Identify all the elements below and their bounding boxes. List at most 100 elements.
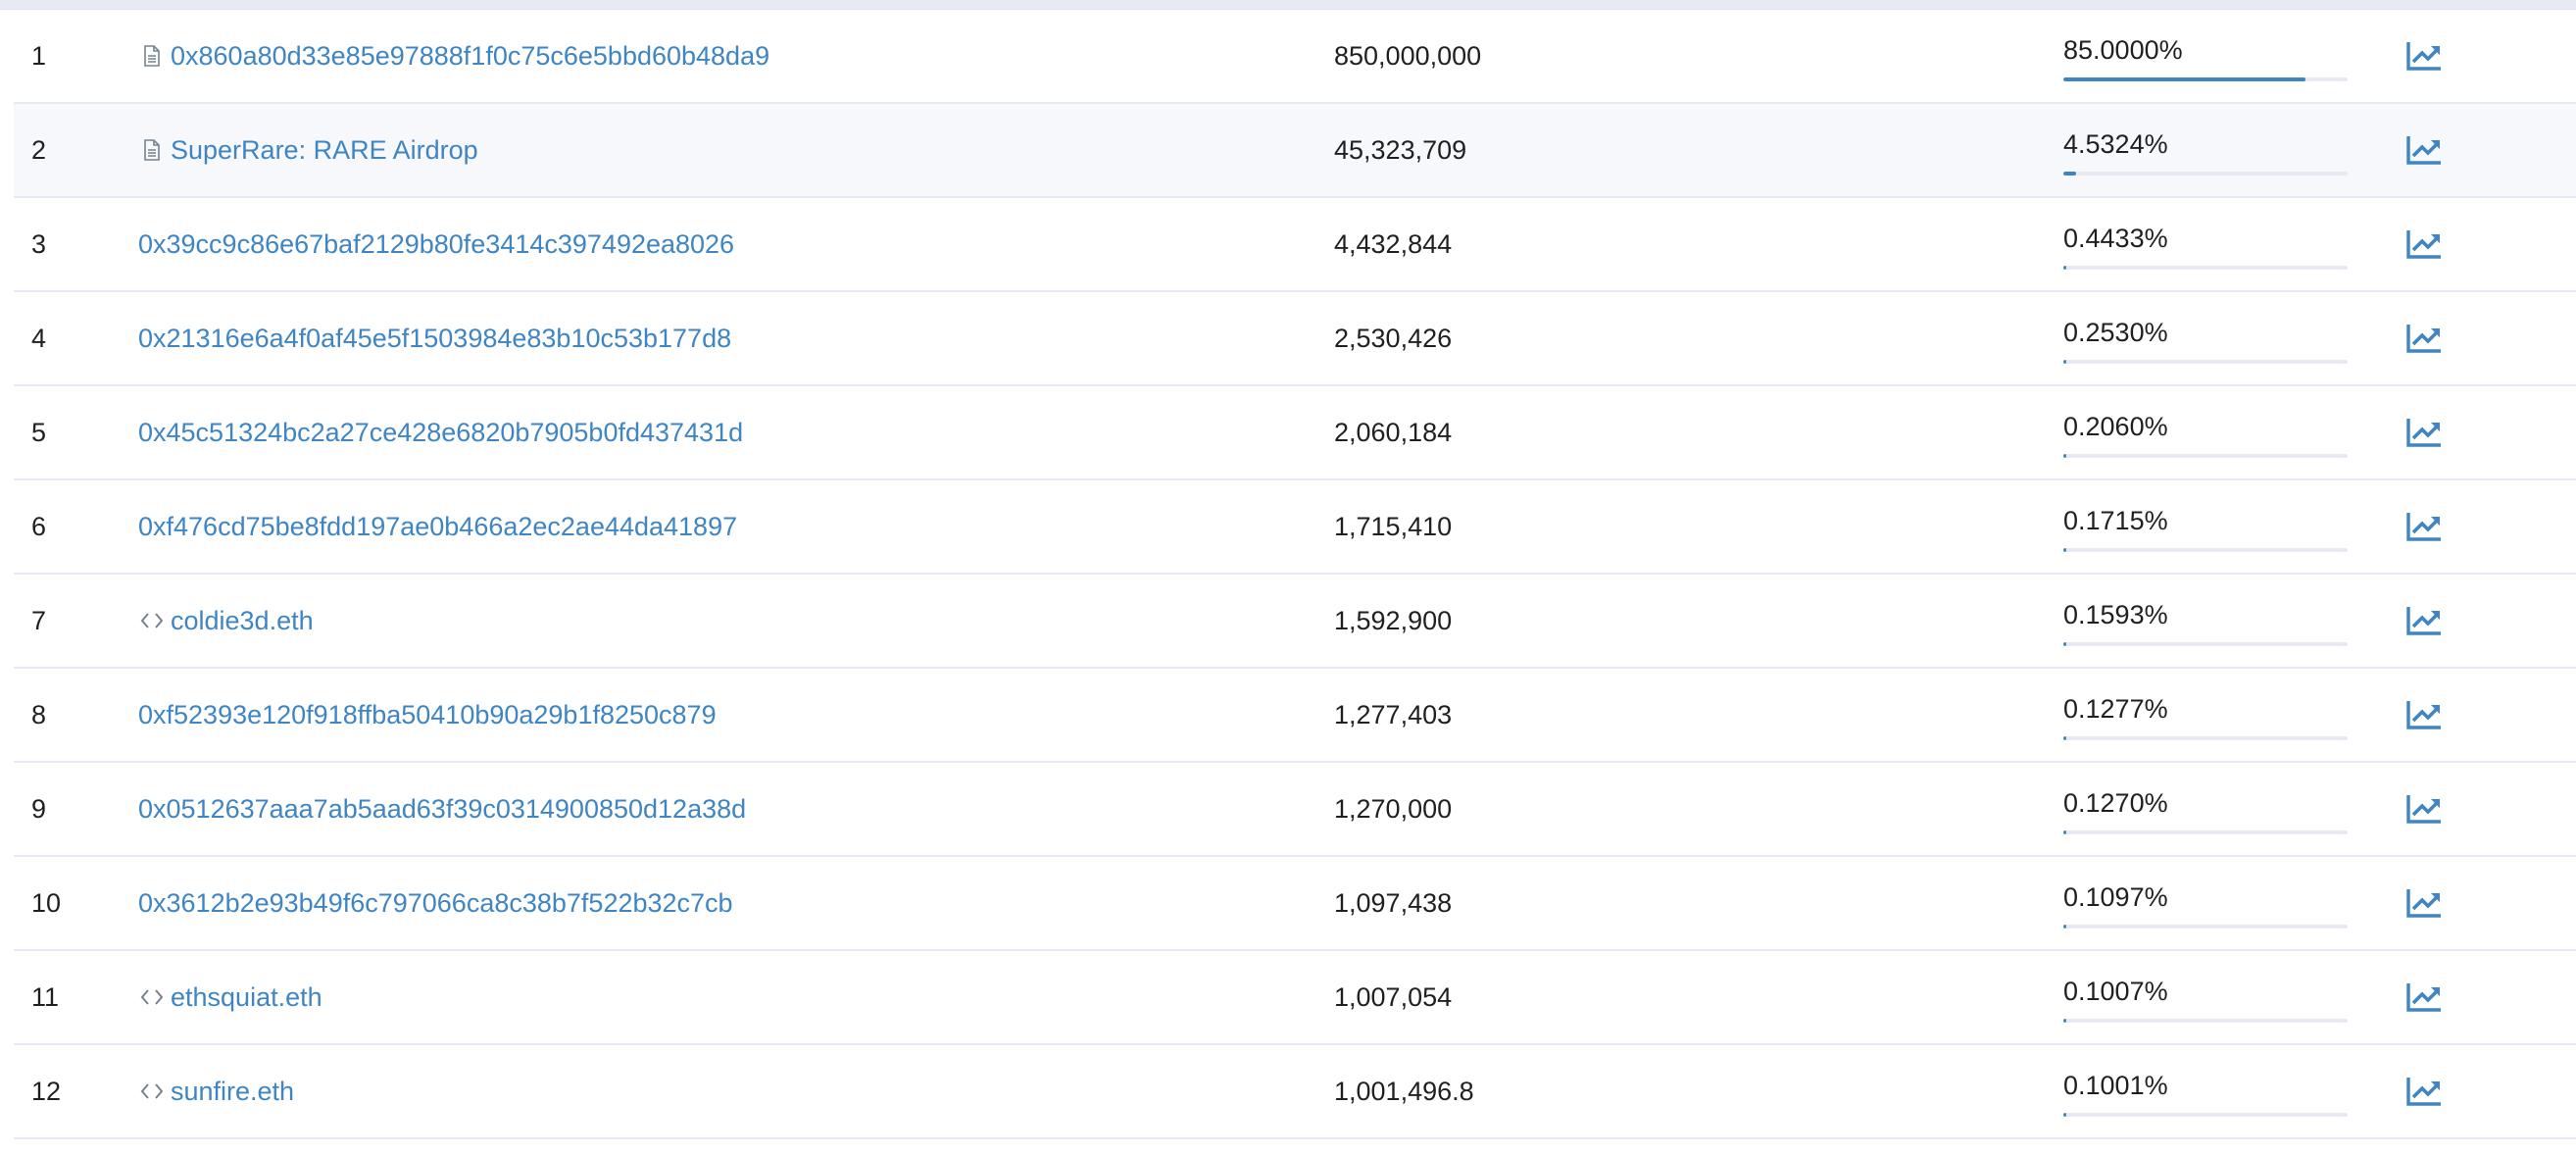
table-row: 3 0x39cc9c86e67baf2129b80fe3414c397492ea… (14, 198, 2576, 292)
rank-cell: 4 (31, 323, 47, 353)
analytics-cell (2403, 575, 2446, 667)
percentage-bar (2063, 360, 2348, 364)
percentage-bar (2063, 830, 2348, 834)
chart-line-icon[interactable] (2403, 413, 2446, 452)
chart-line-icon[interactable] (2403, 695, 2446, 734)
quantity-cell: 1,592,900 (1334, 605, 1453, 635)
percentage-cell: 0.1097% (2063, 881, 2168, 912)
percentage-bar-fill (2063, 266, 2066, 270)
quantity-cell: 1,097,438 (1334, 887, 1453, 918)
analytics-cell (2403, 292, 2446, 384)
chart-line-icon[interactable] (2403, 225, 2446, 264)
table-row: 9 0x0512637aaa7ab5aad63f39c0314900850d12… (14, 763, 2576, 857)
rank-cell: 5 (31, 417, 47, 447)
chart-line-icon[interactable] (2403, 789, 2446, 829)
percentage-bar (2063, 454, 2348, 458)
percentage-bar (2063, 1113, 2348, 1117)
chart-line-icon[interactable] (2403, 507, 2446, 546)
analytics-cell (2403, 104, 2446, 196)
holder-address-link[interactable]: ethsquiat.eth (171, 981, 322, 1012)
table-row: 4 0x21316e6a4f0af45e5f1503984e83b10c53b1… (14, 292, 2576, 386)
percentage-bar (2063, 925, 2348, 929)
table-row: 5 0x45c51324bc2a27ce428e6820b7905b0fd437… (14, 386, 2576, 480)
table-row: 8 0xf52393e120f918ffba50410b90a29b1f8250… (14, 669, 2576, 763)
analytics-cell (2403, 763, 2446, 855)
quantity-cell: 1,715,410 (1334, 511, 1453, 541)
holder-address-link[interactable]: sunfire.eth (171, 1076, 295, 1106)
contract-file-icon (138, 136, 166, 164)
analytics-cell (2403, 480, 2446, 573)
percentage-bar-fill (2063, 736, 2066, 740)
address-cell: 0x860a80d33e85e97888f1f0c75c6e5bbd60b48d… (138, 10, 769, 102)
address-cell: ethsquiat.eth (138, 951, 322, 1043)
table-row: 11 ethsquiat.eth 1,007,054 0.1007% (14, 951, 2576, 1045)
percentage-cell: 0.1715% (2063, 505, 2168, 535)
holder-address-link[interactable]: SuperRare: RARE Airdrop (171, 134, 478, 165)
percentage-bar-fill (2063, 1019, 2066, 1023)
holder-address-link[interactable]: 0x39cc9c86e67baf2129b80fe3414c397492ea80… (138, 228, 735, 259)
percentage-bar (2063, 77, 2348, 81)
analytics-cell (2403, 10, 2446, 102)
code-brackets-icon (138, 1078, 166, 1105)
holder-address-link[interactable]: coldie3d.eth (171, 605, 314, 635)
percentage-bar-fill (2063, 360, 2066, 364)
percentage-cell: 0.1277% (2063, 693, 2168, 724)
analytics-cell (2403, 951, 2446, 1043)
address-cell: 0x45c51324bc2a27ce428e6820b7905b0fd43743… (138, 386, 743, 478)
percentage-cell: 0.1007% (2063, 976, 2168, 1006)
table-row: 7 coldie3d.eth 1,592,900 0.1593% (14, 575, 2576, 669)
percentage-bar-fill (2063, 548, 2066, 552)
table-row: 6 0xf476cd75be8fdd197ae0b466a2ec2ae44da4… (14, 480, 2576, 575)
percentage-bar (2063, 266, 2348, 270)
percentage-cell: 0.1270% (2063, 787, 2168, 818)
percentage-cell: 0.2530% (2063, 317, 2168, 347)
percentage-cell: 0.1593% (2063, 599, 2168, 629)
address-cell: coldie3d.eth (138, 575, 314, 667)
rank-cell: 10 (31, 887, 62, 918)
percentage-cell: 0.1001% (2063, 1070, 2168, 1100)
percentage-cell: 4.5324% (2063, 128, 2168, 159)
holder-address-link[interactable]: 0xf52393e120f918ffba50410b90a29b1f8250c8… (138, 699, 717, 729)
rank-cell: 6 (31, 511, 47, 541)
holder-address-link[interactable]: 0x3612b2e93b49f6c797066ca8c38b7f522b32c7… (138, 887, 733, 918)
holder-address-link[interactable]: 0xf476cd75be8fdd197ae0b466a2ec2ae44da418… (138, 511, 738, 541)
percentage-cell: 0.4433% (2063, 223, 2168, 253)
percentage-bar-fill (2063, 925, 2066, 929)
analytics-cell (2403, 669, 2446, 761)
chart-line-icon[interactable] (2403, 36, 2446, 75)
contract-file-icon (138, 42, 166, 70)
table-header-border (0, 0, 2576, 10)
percentage-bar-fill (2063, 830, 2066, 834)
analytics-cell (2403, 198, 2446, 290)
percentage-bar (2063, 642, 2348, 646)
token-holders-table: 1 0x860a80d33e85e97888f1f0c75c6e5bbd60b4… (14, 10, 2576, 1139)
quantity-cell: 1,270,000 (1334, 793, 1453, 824)
chart-line-icon[interactable] (2403, 130, 2446, 170)
holder-address-link[interactable]: 0x45c51324bc2a27ce428e6820b7905b0fd43743… (138, 417, 744, 447)
table-row: 2 SuperRare: RARE Airdrop 45,323,709 4.5… (14, 104, 2576, 198)
chart-line-icon[interactable] (2403, 319, 2446, 358)
address-cell: 0x21316e6a4f0af45e5f1503984e83b10c53b177… (138, 292, 731, 384)
holder-address-link[interactable]: 0x860a80d33e85e97888f1f0c75c6e5bbd60b48d… (171, 40, 770, 71)
table-row: 10 0x3612b2e93b49f6c797066ca8c38b7f522b3… (14, 857, 2576, 951)
rank-cell: 9 (31, 793, 47, 824)
quantity-cell: 2,060,184 (1334, 417, 1453, 447)
holder-address-link[interactable]: 0x0512637aaa7ab5aad63f39c0314900850d12a3… (138, 793, 747, 824)
code-brackets-icon (138, 983, 166, 1011)
quantity-cell: 1,001,496.8 (1334, 1076, 1474, 1106)
chart-line-icon[interactable] (2403, 883, 2446, 923)
percentage-bar-fill (2063, 77, 2305, 81)
address-cell: 0x39cc9c86e67baf2129b80fe3414c397492ea80… (138, 198, 734, 290)
rank-cell: 3 (31, 228, 47, 259)
analytics-cell (2403, 1045, 2446, 1137)
percentage-bar (2063, 172, 2348, 176)
chart-line-icon[interactable] (2403, 978, 2446, 1017)
chart-line-icon[interactable] (2403, 601, 2446, 640)
address-cell: sunfire.eth (138, 1045, 294, 1137)
chart-line-icon[interactable] (2403, 1072, 2446, 1111)
percentage-bar (2063, 1019, 2348, 1023)
holder-address-link[interactable]: 0x21316e6a4f0af45e5f1503984e83b10c53b177… (138, 323, 732, 353)
quantity-cell: 1,007,054 (1334, 981, 1453, 1012)
analytics-cell (2403, 386, 2446, 478)
rank-cell: 8 (31, 699, 47, 729)
